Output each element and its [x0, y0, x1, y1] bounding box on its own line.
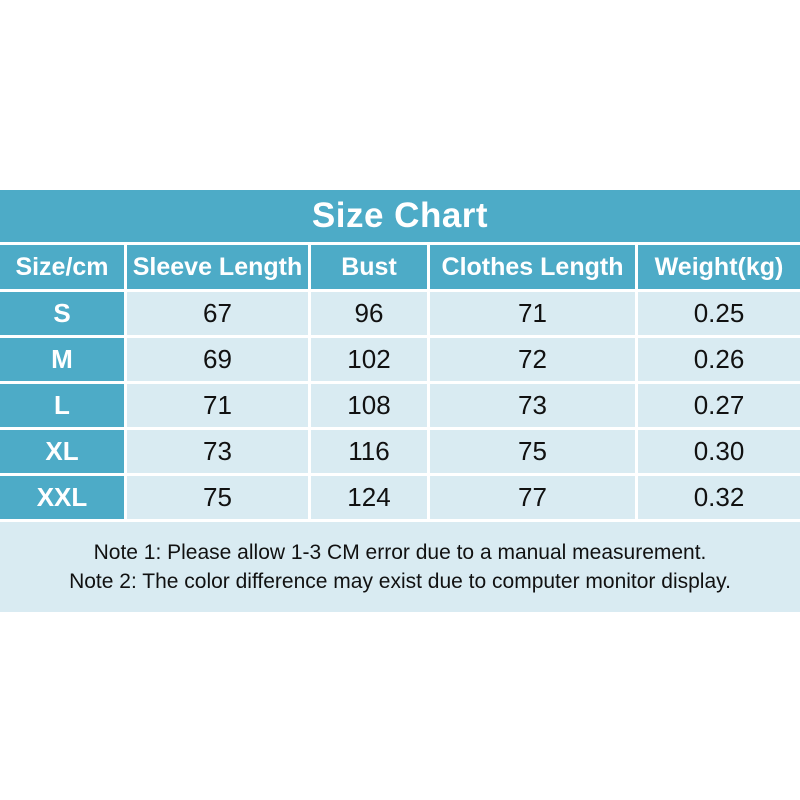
value-cell-xl-sleeve: 73 — [127, 430, 308, 473]
row-label-l: L — [0, 384, 124, 427]
size-chart-table: Size Chart Size/cm Sleeve Length Bust Cl… — [0, 190, 800, 612]
row-label-xl: XL — [0, 430, 124, 473]
value-cell-xxl-weight: 0.32 — [638, 476, 800, 519]
value-cell-xxl-bust: 124 — [311, 476, 427, 519]
value-cell-l-bust: 108 — [311, 384, 427, 427]
row-label-xxl: XXL — [0, 476, 124, 519]
value-cell-xxl-clothes: 77 — [430, 476, 635, 519]
value-cell-xl-clothes: 75 — [430, 430, 635, 473]
value-cell-xxl-sleeve: 75 — [127, 476, 308, 519]
chart-title: Size Chart — [0, 190, 800, 242]
row-label-m: M — [0, 338, 124, 381]
value-cell-l-weight: 0.27 — [638, 384, 800, 427]
value-cell-m-bust: 102 — [311, 338, 427, 381]
notes-footer: Note 1: Please allow 1-3 CM error due to… — [0, 522, 800, 612]
value-cell-m-weight: 0.26 — [638, 338, 800, 381]
value-cell-xl-bust: 116 — [311, 430, 427, 473]
header-size-cm: Size/cm — [0, 245, 124, 289]
value-cell-s-bust: 96 — [311, 292, 427, 335]
row-label-s: S — [0, 292, 124, 335]
value-cell-l-sleeve: 71 — [127, 384, 308, 427]
value-cell-s-weight: 0.25 — [638, 292, 800, 335]
value-cell-s-clothes: 71 — [430, 292, 635, 335]
value-cell-xl-weight: 0.30 — [638, 430, 800, 473]
value-cell-l-clothes: 73 — [430, 384, 635, 427]
header-clothes-length: Clothes Length — [430, 245, 635, 289]
value-cell-s-sleeve: 67 — [127, 292, 308, 335]
header-sleeve-length: Sleeve Length — [127, 245, 308, 289]
note-line-2: Note 2: The color difference may exist d… — [69, 570, 731, 593]
value-cell-m-sleeve: 69 — [127, 338, 308, 381]
note-line-1: Note 1: Please allow 1-3 CM error due to… — [93, 541, 707, 564]
header-weight-kg: Weight(kg) — [638, 245, 800, 289]
value-cell-m-clothes: 72 — [430, 338, 635, 381]
header-bust: Bust — [311, 245, 427, 289]
